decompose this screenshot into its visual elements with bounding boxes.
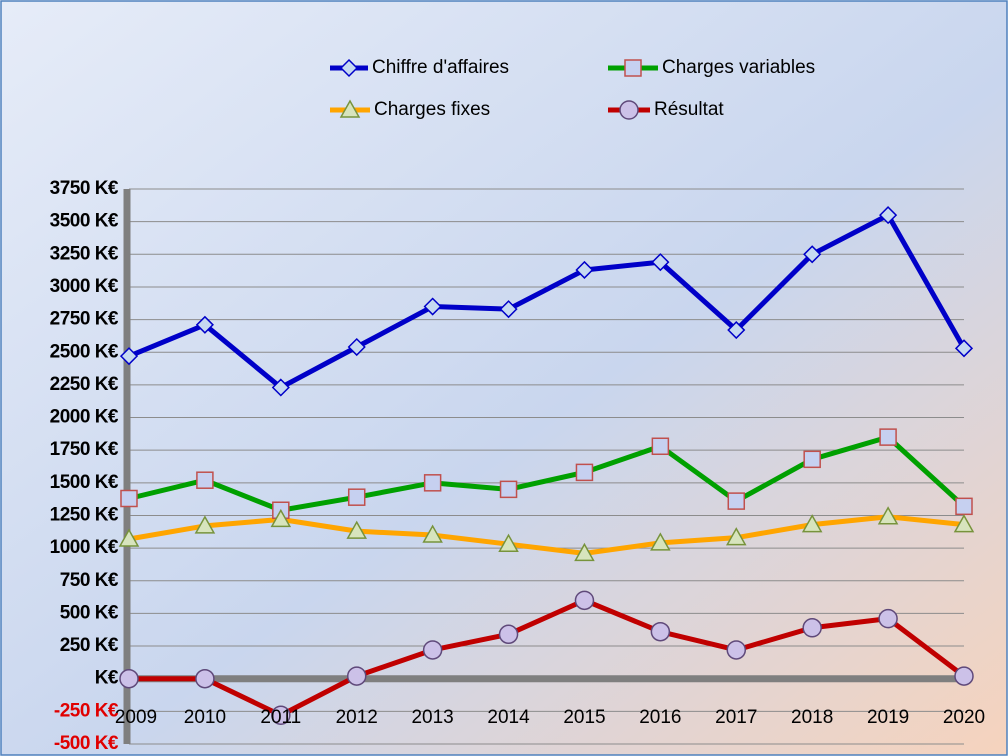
series-line bbox=[129, 597, 966, 718]
legend-marker bbox=[339, 99, 361, 118]
marker bbox=[574, 542, 595, 562]
y-tick-label: 2500 K€ bbox=[50, 341, 119, 362]
marker bbox=[878, 608, 898, 629]
y-tick-label: 1250 K€ bbox=[50, 504, 119, 525]
marker bbox=[651, 437, 670, 456]
marker bbox=[574, 590, 595, 611]
marker bbox=[499, 300, 518, 319]
marker bbox=[954, 339, 974, 358]
marker bbox=[727, 492, 746, 510]
x-tick-label: 2010 bbox=[184, 707, 226, 728]
x-tick-label: 2016 bbox=[639, 707, 681, 728]
y-tick-label: 3750 K€ bbox=[50, 178, 119, 199]
marker bbox=[726, 640, 747, 660]
marker bbox=[803, 245, 822, 264]
y-tick-label: 500 K€ bbox=[60, 602, 119, 623]
y-tick-label: 1000 K€ bbox=[50, 537, 119, 558]
marker bbox=[879, 428, 897, 446]
marker bbox=[575, 260, 594, 280]
marker bbox=[196, 471, 214, 489]
marker bbox=[118, 528, 140, 547]
marker bbox=[877, 506, 899, 525]
x-tick-label: 2019 bbox=[867, 707, 909, 728]
marker bbox=[954, 666, 974, 686]
marker bbox=[651, 253, 670, 272]
marker bbox=[346, 666, 367, 686]
y-tick-label: 1750 K€ bbox=[50, 439, 119, 460]
series-line bbox=[128, 212, 967, 390]
marker bbox=[802, 618, 822, 638]
marker bbox=[422, 640, 443, 660]
legend-label: Chiffre d'affaires bbox=[372, 57, 509, 78]
x-tick-label: 2018 bbox=[791, 707, 833, 728]
marker bbox=[195, 315, 214, 334]
marker bbox=[195, 668, 215, 689]
x-tick-label: 2017 bbox=[715, 707, 757, 728]
marker bbox=[499, 480, 518, 499]
y-tick-label: 2750 K€ bbox=[50, 309, 119, 330]
x-tick-label: 2009 bbox=[115, 707, 157, 728]
y-tick-label: K€ bbox=[95, 668, 119, 689]
marker bbox=[803, 450, 821, 469]
marker bbox=[725, 527, 747, 546]
y-tick-label: 3000 K€ bbox=[50, 276, 119, 297]
y-tick-label: 3250 K€ bbox=[50, 243, 119, 264]
marker bbox=[422, 524, 443, 543]
marker bbox=[801, 514, 823, 533]
marker bbox=[879, 206, 898, 225]
marker bbox=[119, 347, 139, 366]
marker bbox=[650, 532, 671, 551]
marker bbox=[955, 497, 973, 516]
x-tick-label: 2011 bbox=[260, 707, 301, 728]
y-tick-label: -250 K€ bbox=[54, 700, 119, 721]
x-tick-label: 2020 bbox=[943, 707, 985, 728]
marker bbox=[423, 474, 442, 492]
legend-marker bbox=[339, 58, 359, 78]
x-tick-label: 2012 bbox=[336, 707, 378, 728]
x-tick-label: 2015 bbox=[563, 707, 605, 728]
y-tick-label: 1500 K€ bbox=[50, 472, 119, 493]
marker bbox=[650, 621, 671, 642]
x-tick-label: 2014 bbox=[487, 707, 530, 728]
marker bbox=[953, 514, 975, 533]
y-tick-label: 750 K€ bbox=[60, 570, 119, 591]
marker bbox=[120, 489, 138, 508]
marker bbox=[270, 508, 292, 528]
legend-marker bbox=[624, 59, 642, 77]
y-tick-label: 2250 K€ bbox=[50, 374, 119, 395]
y-tick-label: 250 K€ bbox=[60, 635, 119, 656]
y-tick-label: 3500 K€ bbox=[50, 211, 119, 232]
marker bbox=[119, 668, 139, 689]
marker bbox=[575, 463, 594, 482]
y-tick-label: -500 K€ bbox=[54, 733, 119, 754]
legend-label: Résultat bbox=[654, 99, 724, 120]
legend-marker bbox=[619, 100, 639, 120]
legend-label: Charges fixes bbox=[374, 99, 490, 120]
series-line bbox=[128, 434, 966, 513]
marker bbox=[727, 320, 746, 340]
marker bbox=[346, 520, 368, 539]
marker bbox=[194, 515, 216, 534]
marker bbox=[423, 297, 442, 316]
y-tick-label: 2000 K€ bbox=[50, 407, 119, 428]
marker bbox=[271, 378, 290, 397]
marker bbox=[498, 533, 519, 552]
legend-label: Charges variables bbox=[662, 57, 815, 78]
x-tick-label: 2013 bbox=[411, 707, 453, 728]
marker bbox=[347, 337, 366, 357]
marker bbox=[271, 705, 291, 726]
series-line bbox=[128, 514, 965, 556]
marker bbox=[498, 624, 519, 645]
marker bbox=[347, 488, 366, 506]
